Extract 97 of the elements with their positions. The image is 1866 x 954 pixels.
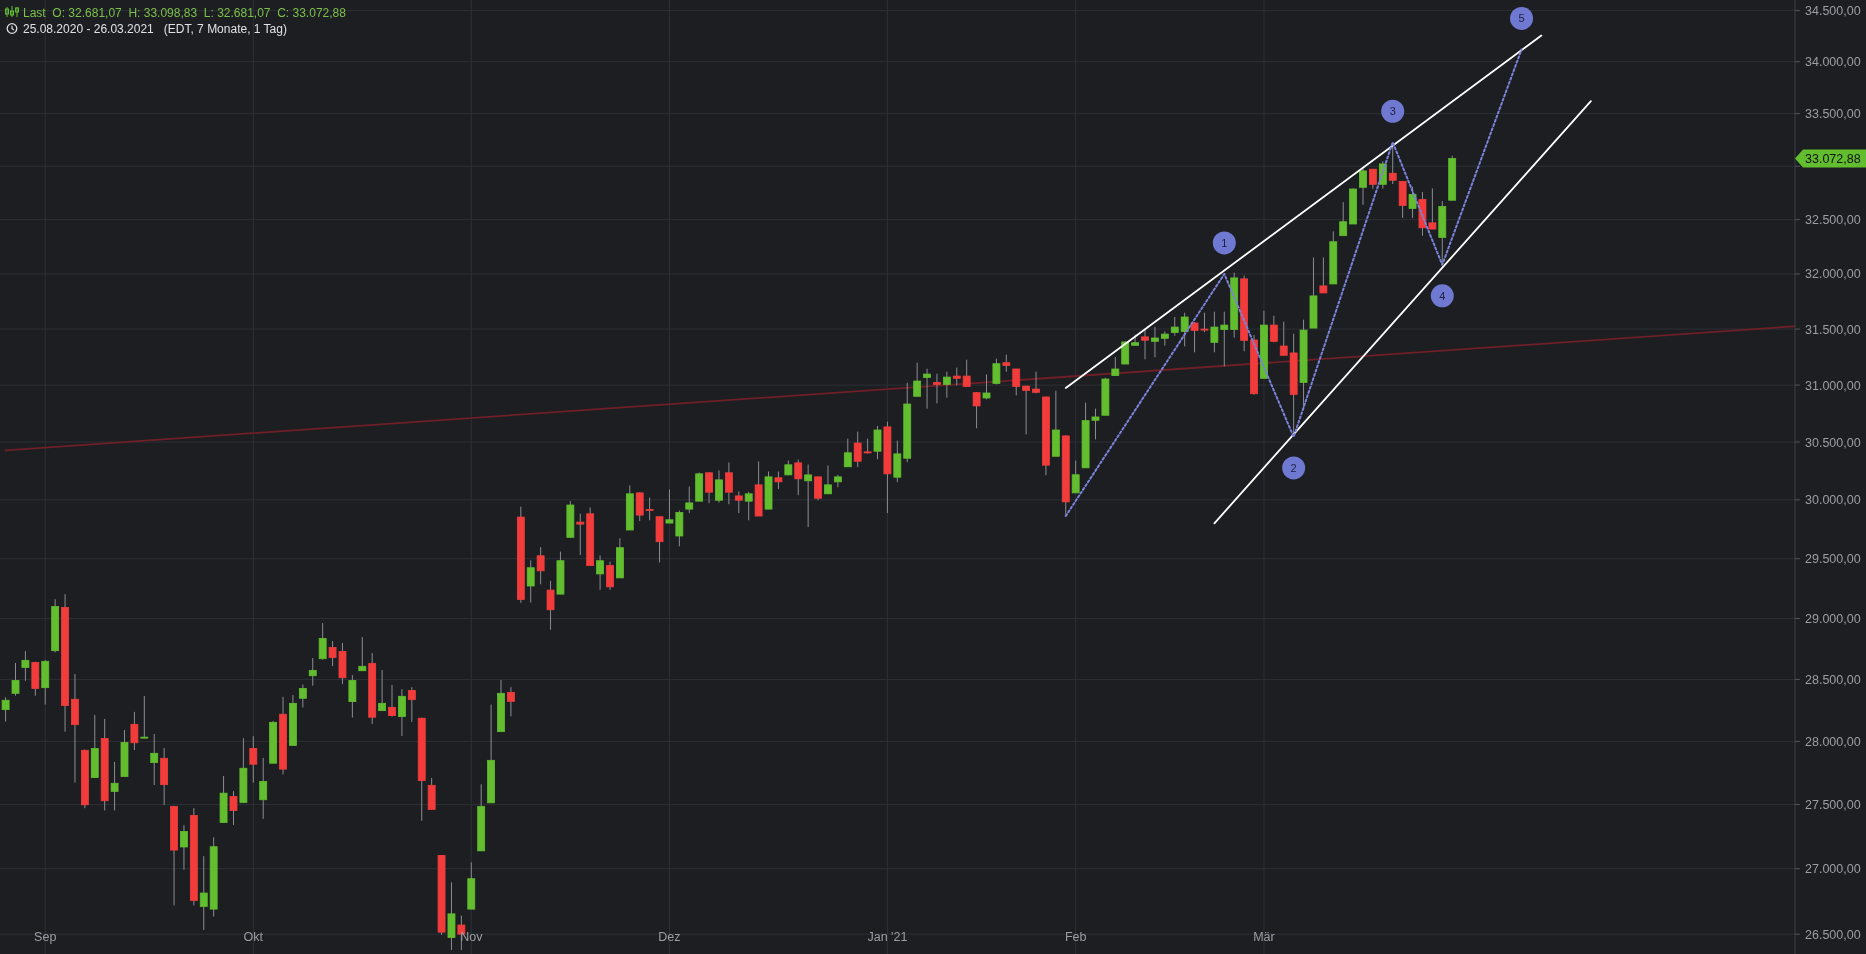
candlestick [318,622,327,661]
candlestick [536,546,545,585]
candlestick [1141,328,1149,360]
y-tick-label: 27.500,00 [1805,797,1861,812]
candlestick [298,683,307,709]
candlestick [685,485,694,514]
candlestick [1359,167,1367,206]
candlestick [893,440,902,483]
y-tick-label: 29.500,00 [1805,552,1861,567]
y-tick-label: 31.000,00 [1805,378,1861,393]
candlestick [814,476,822,501]
line-series [1064,48,1523,518]
y-tick-label: 32.000,00 [1805,267,1861,282]
candlestick [1012,368,1021,396]
candlestick [1180,312,1189,347]
candlestick [804,463,813,528]
y-tick-label: 31.500,00 [1805,322,1861,337]
candlestick [1071,460,1080,494]
candlestick [576,513,585,556]
candlestick [705,471,713,504]
candlestick [942,371,951,399]
annotation: 5 [1518,12,1525,25]
candlestick [794,459,803,496]
candlestick [140,695,149,739]
x-tick-label: Jan '21 [867,930,908,944]
candlestick [843,438,852,468]
candlestick [11,662,20,697]
candlestick [744,491,753,521]
candlestick [249,735,258,784]
y-tick-label: 26.500,00 [1805,927,1861,942]
y-tick-label: 34.500,00 [1805,4,1861,19]
candlestick [259,757,268,820]
candlestick [972,391,981,429]
candlestick [130,711,139,751]
candlestick [923,368,931,410]
candlestick [982,373,991,400]
candlestick [348,674,357,719]
candlestick [1319,256,1328,294]
candlestick [199,855,208,931]
candlestick [933,373,941,404]
annotation: 1 [1221,236,1228,249]
candlestick [308,657,317,687]
candlestick [407,686,416,723]
candlestick [715,469,723,504]
candlestick [1131,334,1140,346]
candlestick [398,688,406,737]
candlestick [724,462,733,505]
candlestick [1022,385,1031,435]
candlestick [526,559,535,604]
x-tick-label: Dez [658,930,681,944]
annotation: 4 [1439,289,1446,302]
candlestick [110,761,119,811]
candlestick [150,733,159,786]
candlestick [1,696,10,723]
text: Last O: 32.681,07 H: 33.098,83 L: 32.681,07 C: 33.072,88 [23,6,347,20]
x-tick-label: Feb [1064,930,1087,944]
candlestick [546,580,555,631]
y-tick-label: 28.500,00 [1805,672,1861,687]
candlestick [1269,315,1278,343]
candlestick [1279,321,1288,356]
candlestick [1408,186,1417,219]
annotation: 3 [1389,105,1396,118]
candlestick [992,358,1001,385]
candlestick [962,359,971,387]
candlestick [596,554,604,591]
x-tick-label: Mär [1253,930,1275,944]
candlestick [180,824,188,871]
candlestick [388,684,396,718]
candlestick [447,881,456,951]
candlestick [358,636,367,672]
text: 33.072,88 [1805,152,1861,167]
candlestick [913,362,922,397]
y-tick-label: 32.500,00 [1805,213,1861,228]
candlestick [734,490,743,514]
y-tick-label: 28.000,00 [1805,734,1861,749]
candlestick [606,561,614,591]
candlestick [1111,356,1120,377]
candlestick [873,425,882,460]
y-tick-label: 30.000,00 [1805,493,1861,508]
candlestick [824,465,832,495]
candlestick [21,650,30,682]
candlestick [378,669,387,712]
x-tick-label: Okt [243,930,264,944]
x-tick-label: Sep [34,930,57,944]
annotation: 2 [1290,461,1297,474]
candlestick [1170,316,1179,337]
candlestick [1151,326,1159,358]
y-tick-label: 34.000,00 [1805,55,1861,70]
y-tick-label: 27.000,00 [1805,862,1861,877]
candlestick [1339,201,1348,237]
candlestick [229,790,238,826]
y-tick-label: 29.000,00 [1805,612,1861,627]
text: 25.08.2020 - 26.03.2021 (EDT, 7 Monate, 1 Tag) [23,22,287,36]
y-tick-label: 33.500,00 [1805,107,1861,122]
y-tick-label: 30.500,00 [1805,435,1861,450]
candlestick [507,686,515,717]
candlestick [833,474,842,488]
